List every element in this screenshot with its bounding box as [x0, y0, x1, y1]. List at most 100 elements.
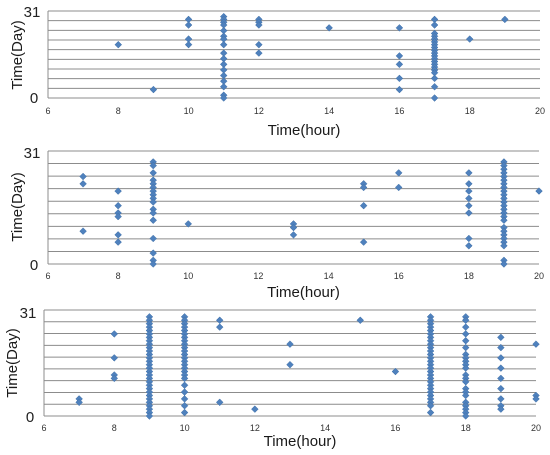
data-point: [465, 180, 473, 188]
data-point: [465, 209, 473, 217]
data-point: [465, 169, 473, 177]
data-point: [395, 52, 404, 60]
x-tick-label: 20: [535, 106, 545, 116]
data-point: [110, 330, 119, 338]
x-axis-title: Time(hour): [267, 284, 340, 301]
x-tick-label: 6: [41, 423, 46, 433]
x-tick-label: 10: [180, 423, 190, 433]
data-point: [465, 234, 473, 243]
data-point: [395, 60, 404, 69]
data-point: [219, 94, 228, 102]
data-point: [532, 340, 540, 348]
y-tick-label-min: 0: [30, 90, 38, 107]
data-point: [497, 364, 505, 372]
data-point: [430, 94, 439, 102]
data-point: [430, 74, 439, 83]
data-point: [149, 234, 157, 243]
x-tick-label: 16: [394, 106, 404, 116]
y-tick-label-min: 0: [30, 257, 38, 274]
data-point: [286, 340, 294, 348]
data-point: [461, 323, 470, 331]
data-point: [497, 405, 505, 413]
data-point: [394, 183, 403, 192]
chart-panel-3: 6 8 10 12 14 16 18 20 31 0 Time(hour) Time(Day): [4, 305, 541, 450]
data-point: [114, 212, 122, 221]
chart-panel-1: 6 8 10 12 14 16 18 20 31 0 Time(hour) Time(Day): [9, 4, 545, 139]
data-point: [114, 231, 122, 239]
data-point: [497, 354, 505, 362]
x-tick-label: 12: [254, 106, 264, 116]
data-point: [461, 337, 470, 345]
data-point: [149, 209, 157, 217]
data-point: [149, 249, 157, 257]
data-point: [395, 24, 404, 32]
data-point: [255, 40, 263, 49]
x-axis-title: Time(hour): [264, 433, 337, 450]
data-point: [465, 35, 474, 43]
data-point: [497, 395, 505, 403]
data-point: [532, 395, 540, 403]
data-point: [395, 85, 404, 94]
data-point: [535, 187, 543, 195]
data-point: [184, 21, 193, 29]
data-point: [149, 260, 157, 268]
x-tick-label: 14: [320, 423, 330, 433]
data-point: [497, 374, 505, 383]
x-tick-label: 10: [184, 106, 194, 116]
x-tick-label: 16: [390, 423, 400, 433]
data-point: [465, 201, 473, 210]
x-tick-label: 10: [183, 271, 193, 281]
data-point: [461, 330, 470, 338]
data-point: [145, 412, 154, 420]
x-tick-label: 18: [465, 106, 475, 116]
data-point: [114, 238, 122, 246]
data-point: [114, 40, 123, 49]
x-tick-label: 8: [112, 423, 117, 433]
data-point: [180, 401, 189, 410]
data-point: [184, 40, 193, 49]
x-tick-label: 20: [531, 423, 541, 433]
data-point: [215, 316, 224, 325]
data-point: [497, 384, 505, 393]
y-tick-label-max: 31: [24, 145, 41, 162]
data-point: [149, 161, 157, 170]
data-point: [110, 354, 119, 362]
x-tick-label: 14: [324, 106, 334, 116]
x-tick-label: 18: [461, 423, 471, 433]
data-point: [75, 398, 83, 407]
data-point: [395, 74, 404, 83]
x-tick-label: 18: [464, 271, 474, 281]
data-point: [114, 187, 122, 195]
data-point: [430, 21, 439, 29]
x-tick-label: 6: [45, 271, 50, 281]
data-point: [500, 242, 508, 250]
data-point: [180, 381, 189, 389]
data-point: [251, 405, 259, 413]
data-point: [501, 15, 509, 24]
data-point: [110, 374, 119, 383]
data-point: [286, 360, 294, 369]
data-point: [79, 227, 87, 235]
data-point: [325, 24, 333, 32]
data-point: [465, 194, 473, 203]
y-axis-title: Time(Day): [9, 172, 26, 241]
x-tick-label: 16: [394, 271, 404, 281]
data-point: [149, 198, 157, 206]
x-tick-label: 14: [324, 271, 334, 281]
y-tick-label-max: 31: [20, 305, 37, 322]
data-point: [219, 83, 228, 91]
data-point: [497, 343, 505, 352]
data-point: [184, 220, 193, 228]
data-point: [149, 216, 157, 225]
data-point: [289, 223, 298, 232]
data-point: [114, 201, 122, 210]
x-axis-title: Time(hour): [268, 122, 341, 139]
y-tick-label-min: 0: [26, 409, 34, 426]
data-point: [219, 40, 228, 49]
data-point: [255, 49, 263, 57]
data-point: [180, 395, 189, 403]
data-point: [215, 323, 224, 331]
y-tick-label-max: 31: [24, 4, 41, 21]
y-axis-title: Time(Day): [9, 20, 26, 89]
